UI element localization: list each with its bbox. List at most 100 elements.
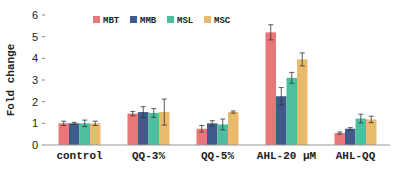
x-tick-label: QQ-3%: [132, 150, 165, 162]
error-cap: [300, 52, 305, 53]
bar: [356, 119, 367, 145]
error-cap: [279, 104, 284, 105]
error-cap: [289, 72, 294, 73]
error-cap: [61, 125, 66, 126]
bar: [266, 32, 277, 145]
error-cap: [199, 132, 204, 133]
error-cap: [151, 108, 156, 109]
error-stem: [201, 126, 202, 133]
error-cap: [93, 121, 98, 122]
legend-swatch: [167, 16, 174, 23]
legend-swatch: [204, 16, 211, 23]
chart: 0123456Fold changecontrolQQ-3%QQ-5%AHL-2…: [0, 0, 395, 175]
y-tick: [42, 36, 45, 37]
error-bar: [130, 111, 135, 115]
x-tick-label: control: [56, 150, 103, 162]
error-cap: [93, 125, 98, 126]
error-cap: [72, 122, 77, 123]
error-bar: [348, 128, 353, 130]
bar: [80, 123, 91, 145]
error-cap: [348, 129, 353, 130]
bar: [207, 123, 218, 145]
error-bar: [93, 121, 98, 125]
error-bar: [61, 121, 66, 125]
error-bar: [210, 121, 215, 126]
error-cap: [151, 117, 156, 118]
error-cap: [268, 24, 273, 25]
error-cap: [369, 116, 374, 117]
error-cap: [369, 122, 374, 123]
bar: [69, 123, 80, 145]
error-cap: [348, 127, 353, 128]
error-bar: [300, 53, 305, 66]
bar: [128, 114, 139, 145]
error-cap: [210, 120, 215, 121]
error-bar: [231, 111, 236, 113]
y-tick-label: 4: [32, 52, 38, 64]
error-stem: [84, 120, 85, 127]
legend-label: MSC: [214, 16, 231, 26]
error-bar: [337, 132, 342, 134]
error-cap: [220, 119, 225, 120]
y-axis-label: Fold change: [5, 43, 17, 116]
y-tick: [42, 15, 45, 16]
y-tick: [42, 123, 45, 124]
error-cap: [358, 114, 363, 115]
bar: [297, 59, 308, 145]
error-bar: [151, 109, 156, 118]
error-cap: [82, 126, 87, 127]
error-cap: [141, 117, 146, 118]
bar: [287, 78, 298, 145]
error-stem: [212, 121, 213, 126]
error-stem: [371, 116, 372, 123]
y-tick-label: 3: [32, 74, 38, 86]
y-tick: [42, 80, 45, 81]
error-stem: [164, 99, 165, 125]
bar: [90, 123, 101, 145]
error-cap: [231, 110, 236, 111]
error-cap: [337, 134, 342, 135]
error-cap: [268, 39, 273, 40]
legend-swatch: [93, 16, 100, 23]
legend-label: MSL: [177, 16, 193, 26]
error-bar: [369, 116, 374, 123]
y-tick-label: 2: [32, 96, 38, 108]
bar: [59, 123, 70, 145]
y-tick: [42, 101, 45, 102]
error-bar: [279, 88, 284, 105]
error-cap: [220, 129, 225, 130]
x-axis-line: [45, 145, 390, 146]
y-tick-label: 0: [32, 139, 38, 151]
error-bar: [268, 25, 273, 40]
y-tick-label: 6: [32, 9, 38, 21]
error-stem: [281, 88, 282, 105]
error-bar: [220, 119, 225, 130]
error-stem: [360, 114, 361, 123]
y-tick: [42, 145, 45, 146]
error-cap: [130, 115, 135, 116]
error-stem: [153, 109, 154, 118]
error-stem: [222, 119, 223, 130]
error-stem: [291, 72, 292, 83]
bars: [59, 25, 377, 145]
error-cap: [162, 125, 167, 126]
error-stem: [95, 121, 96, 125]
error-cap: [279, 87, 284, 88]
error-cap: [358, 122, 363, 123]
error-bar: [162, 99, 167, 125]
legend-swatch: [130, 16, 137, 23]
error-cap: [337, 132, 342, 133]
y-tick-label: 5: [32, 31, 38, 43]
error-cap: [162, 99, 167, 100]
error-cap: [210, 125, 215, 126]
error-stem: [302, 53, 303, 66]
x-tick-label: QQ-5%: [201, 150, 234, 162]
legend: MBTMMBMSLMSC: [93, 16, 231, 26]
x-tick-label: AHL-20 μM: [257, 150, 317, 162]
y-tick: [42, 58, 45, 59]
error-cap: [61, 121, 66, 122]
error-cap: [199, 125, 204, 126]
error-bar: [72, 122, 77, 124]
error-bar: [289, 72, 294, 83]
error-stem: [63, 121, 64, 125]
